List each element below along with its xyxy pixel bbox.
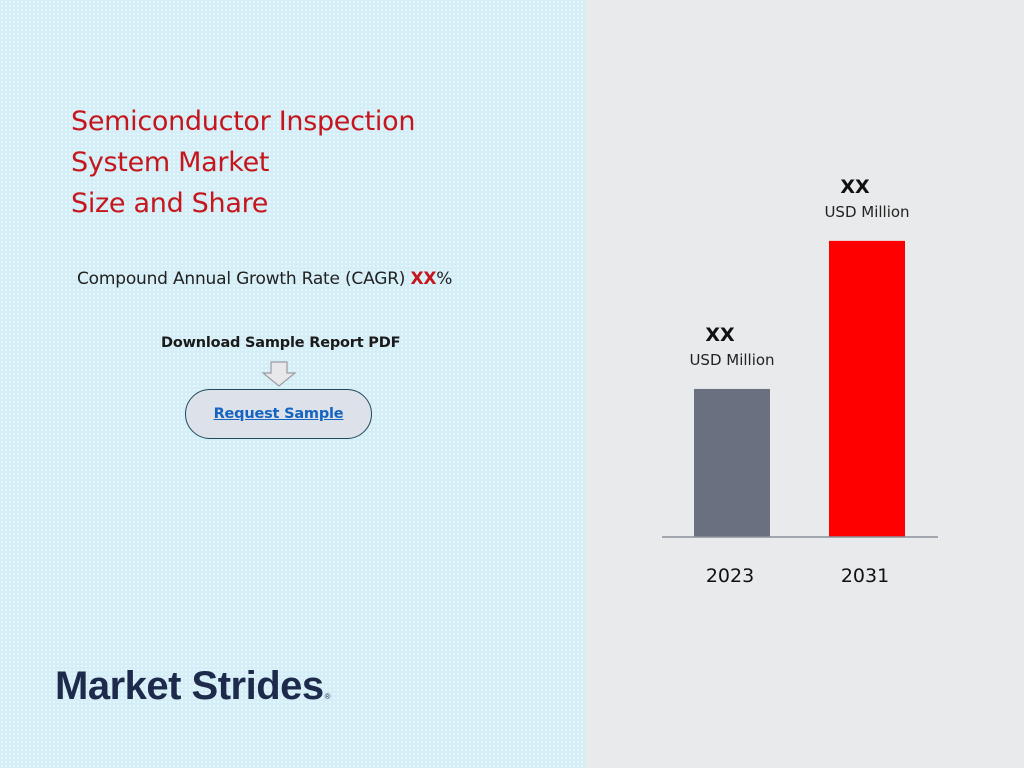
logo-text: Market Strides	[55, 664, 324, 708]
title-line-1: Semiconductor Inspection	[71, 106, 416, 137]
unit-label-2023: USD Million	[689, 351, 774, 369]
cagr-value: XX	[410, 269, 437, 289]
bar-2031	[829, 240, 905, 538]
left-panel	[0, 0, 585, 768]
logo-registered-mark: ®	[324, 692, 331, 701]
cagr-text: Compound Annual Growth Rate (CAGR) XX%	[77, 269, 452, 289]
right-panel	[585, 0, 1024, 768]
cagr-unit: %	[436, 269, 453, 289]
title-line-3: Size and Share	[71, 188, 269, 219]
cagr-label: Compound Annual Growth Rate (CAGR)	[77, 269, 411, 289]
value-label-2023: XX	[705, 324, 735, 346]
logo: Market Strides®	[55, 664, 331, 709]
value-label-2031: XX	[840, 176, 870, 198]
request-sample-button[interactable]: Request Sample	[185, 389, 372, 439]
x-tick-label-2023: 2023	[706, 565, 754, 587]
bar-2023	[694, 388, 770, 537]
arrow-down-icon	[261, 361, 297, 387]
page-title: Semiconductor Inspection System Market S…	[71, 101, 491, 224]
request-sample-link[interactable]: Request Sample	[213, 406, 344, 422]
download-label: Download Sample Report PDF	[161, 335, 401, 351]
title-line-2: System Market	[71, 147, 270, 178]
unit-label-2031: USD Million	[824, 203, 909, 221]
x-tick-label-2031: 2031	[841, 565, 889, 587]
